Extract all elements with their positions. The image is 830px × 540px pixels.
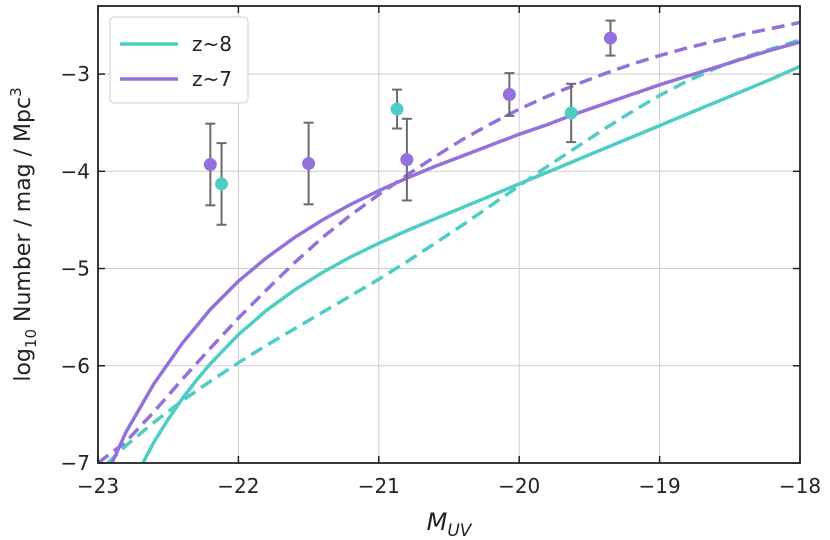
data-point-z7 bbox=[603, 31, 617, 45]
x-axis-label: MUV bbox=[427, 508, 473, 540]
curve-z8-dashed bbox=[106, 38, 800, 463]
x-tick-label: −18 bbox=[779, 474, 821, 498]
y-tick-label: −4 bbox=[61, 159, 90, 183]
x-tick-label: −22 bbox=[217, 474, 259, 498]
y-axis-label: log10 Number / mag / Mpc3 bbox=[7, 87, 40, 381]
x-tick-labels: −23 −22 −21 −20 −19 −18 bbox=[77, 474, 821, 498]
x-tick-label: −19 bbox=[638, 474, 680, 498]
legend: z~8 z~7 bbox=[109, 16, 249, 104]
x-tick-label: −20 bbox=[498, 474, 540, 498]
data-point-z7 bbox=[400, 153, 414, 167]
y-tick-label: −3 bbox=[61, 62, 90, 86]
data-point-z8 bbox=[215, 177, 229, 191]
legend-box bbox=[109, 16, 249, 104]
x-tick-label: −23 bbox=[77, 474, 119, 498]
plot-frame bbox=[97, 5, 801, 464]
curve-z7-dashed bbox=[98, 20, 800, 463]
x-tick-label: −21 bbox=[358, 474, 400, 498]
data-points bbox=[203, 31, 617, 191]
y-tick-label: −6 bbox=[61, 354, 90, 378]
legend-label-z7: z~7 bbox=[192, 67, 232, 91]
y-tick-labels: −7 −6 −5 −4 −3 bbox=[61, 62, 90, 475]
data-point-z7 bbox=[203, 157, 217, 171]
data-point-z7 bbox=[302, 157, 316, 171]
data-point-z8 bbox=[390, 102, 404, 116]
legend-label-z8: z~8 bbox=[192, 32, 232, 56]
y-tick-label: −5 bbox=[61, 257, 90, 281]
axis-ticks bbox=[97, 6, 801, 464]
data-point-z8 bbox=[564, 106, 578, 120]
curve-z7-solid bbox=[110, 40, 800, 463]
y-tick-label: −7 bbox=[61, 451, 90, 475]
model-curves bbox=[98, 20, 800, 463]
curve-z8-solid bbox=[141, 64, 800, 463]
data-point-z7 bbox=[502, 87, 516, 101]
